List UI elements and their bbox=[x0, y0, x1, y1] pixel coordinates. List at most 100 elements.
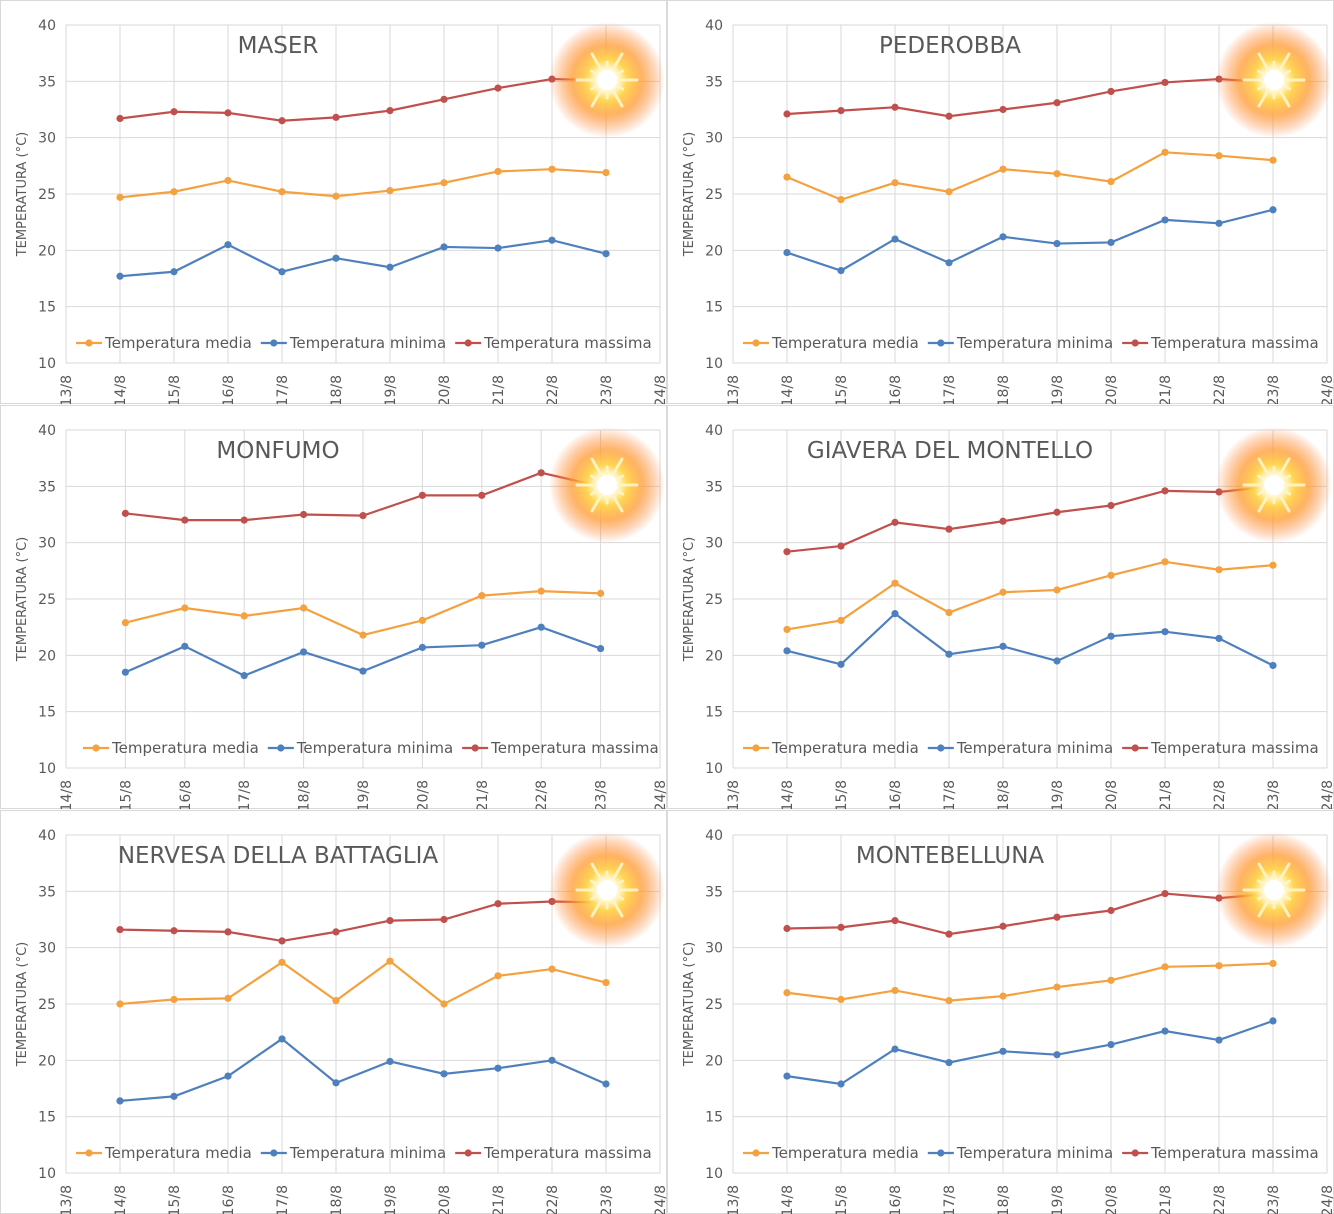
data-point bbox=[597, 644, 605, 653]
data-point bbox=[359, 667, 367, 675]
data-point bbox=[945, 188, 953, 196]
data-point bbox=[494, 84, 502, 92]
sun-icon bbox=[1216, 22, 1332, 138]
y-axis-title: TEMPERATURA (°C) bbox=[682, 942, 697, 1068]
legend-marker bbox=[1131, 339, 1139, 347]
data-point bbox=[121, 509, 129, 517]
line-chart: 10 15 20 25 30 35 40 13/8 14/8 15/8 16/8 17/8 18/8 19… bbox=[667, 405, 1334, 809]
data-point bbox=[494, 244, 502, 252]
x-tick-label: 24/8 bbox=[1320, 1185, 1334, 1214]
chart-panel: 10 15 20 25 30 35 40 13/8 14/8 15/8 16/8 17/8 18/8 19… bbox=[0, 0, 667, 404]
y-tick-label: 35 bbox=[38, 884, 56, 900]
x-tick-label: 17/8 bbox=[237, 780, 253, 809]
data-point bbox=[1161, 78, 1169, 87]
series-line bbox=[786, 560, 1274, 631]
data-point bbox=[224, 109, 232, 117]
y-tick-label: 10 bbox=[705, 356, 723, 372]
series-line bbox=[119, 1037, 607, 1102]
data-point bbox=[494, 167, 502, 176]
y-tick-label: 15 bbox=[38, 1110, 56, 1126]
data-point bbox=[837, 107, 845, 115]
y-tick-label: 30 bbox=[38, 131, 56, 147]
data-point bbox=[837, 542, 845, 550]
x-tick-label: 22/8 bbox=[1212, 1185, 1228, 1214]
y-tick-label: 35 bbox=[38, 479, 56, 495]
legend-label: Temperatura minima bbox=[956, 1144, 1113, 1162]
data-point bbox=[837, 660, 845, 668]
data-point bbox=[999, 517, 1007, 525]
y-axis-title: TEMPERATURA (°C) bbox=[15, 942, 30, 1068]
y-tick-label: 15 bbox=[705, 300, 723, 316]
y-tick-label: 40 bbox=[705, 423, 723, 439]
x-tick-label: 21/8 bbox=[491, 375, 507, 404]
data-point bbox=[999, 642, 1007, 650]
x-tick-label: 13/8 bbox=[726, 1185, 742, 1214]
data-point bbox=[1107, 976, 1115, 984]
x-tick-label: 20/8 bbox=[1104, 1185, 1120, 1214]
y-tick-label: 15 bbox=[705, 705, 723, 721]
data-point bbox=[1161, 216, 1169, 224]
legend-marker bbox=[464, 339, 472, 347]
data-point bbox=[240, 612, 248, 620]
y-tick-label: 35 bbox=[705, 884, 723, 900]
x-tick-label: 20/8 bbox=[415, 780, 431, 809]
data-point bbox=[1215, 566, 1223, 574]
data-point bbox=[1269, 156, 1277, 164]
data-point bbox=[1161, 628, 1169, 636]
legend-label: Temperatura media bbox=[771, 739, 919, 757]
y-axis-title: TEMPERATURA (°C) bbox=[15, 537, 30, 663]
legend-marker bbox=[752, 339, 760, 347]
data-point bbox=[602, 978, 610, 987]
x-tick-label: 21/8 bbox=[1158, 375, 1174, 404]
data-point bbox=[278, 117, 286, 125]
data-point bbox=[478, 641, 486, 649]
x-tick-label: 14/8 bbox=[113, 375, 129, 404]
x-tick-label: 14/8 bbox=[780, 1185, 796, 1214]
legend-label: Temperatura media bbox=[104, 334, 252, 352]
y-tick-label: 20 bbox=[38, 1053, 56, 1069]
chart-title: NERVESA DELLA BATTAGLIA bbox=[118, 843, 439, 869]
line-chart: 10 15 20 25 30 35 40 13/8 14/8 15/8 16/8 17/8 18/8 19… bbox=[0, 0, 667, 404]
legend-label: Temperatura massima bbox=[483, 1144, 651, 1162]
data-point bbox=[1107, 906, 1115, 915]
legend-marker bbox=[937, 1149, 945, 1157]
chart-panel: 10 15 20 25 30 35 40 13/8 14/8 15/8 16/8 17/8 18/8 19… bbox=[667, 0, 1334, 404]
series-line bbox=[786, 892, 1274, 936]
data-point bbox=[386, 957, 394, 965]
x-tick-label: 13/8 bbox=[59, 375, 75, 404]
legend-label: Temperatura media bbox=[771, 1144, 919, 1162]
y-axis-title: TEMPERATURA (°C) bbox=[682, 132, 697, 258]
x-tick-label: 15/8 bbox=[834, 780, 850, 809]
data-point bbox=[602, 250, 610, 258]
data-point bbox=[945, 112, 953, 120]
legend-marker bbox=[85, 339, 93, 347]
data-point bbox=[1161, 889, 1169, 898]
y-tick-label: 25 bbox=[38, 997, 56, 1013]
legend-label: Temperatura massima bbox=[1150, 1144, 1318, 1162]
data-point bbox=[170, 268, 178, 276]
data-point bbox=[1269, 959, 1277, 968]
x-tick-label: 24/8 bbox=[653, 375, 667, 404]
y-tick-label: 30 bbox=[705, 941, 723, 957]
legend-label: Temperatura massima bbox=[490, 739, 658, 757]
data-point bbox=[418, 491, 426, 499]
data-point bbox=[278, 958, 286, 966]
data-point bbox=[537, 623, 545, 631]
y-tick-label: 30 bbox=[38, 941, 56, 957]
legend-label: Temperatura massima bbox=[483, 334, 651, 352]
x-tick-label: 15/8 bbox=[167, 375, 183, 404]
chart-title: GIAVERA DEL MONTELLO bbox=[807, 438, 1093, 464]
data-point bbox=[332, 1079, 340, 1087]
data-point bbox=[440, 179, 448, 187]
data-point bbox=[1269, 661, 1277, 670]
data-point bbox=[999, 922, 1007, 930]
x-tick-label: 21/8 bbox=[1158, 1185, 1174, 1214]
x-tick-label: 19/8 bbox=[383, 1185, 399, 1214]
y-tick-label: 40 bbox=[705, 18, 723, 34]
data-point bbox=[537, 469, 545, 477]
data-point bbox=[945, 650, 953, 658]
data-point bbox=[999, 233, 1007, 241]
y-tick-label: 30 bbox=[38, 536, 56, 552]
x-tick-label: 24/8 bbox=[1320, 375, 1334, 404]
data-point bbox=[1053, 983, 1061, 991]
